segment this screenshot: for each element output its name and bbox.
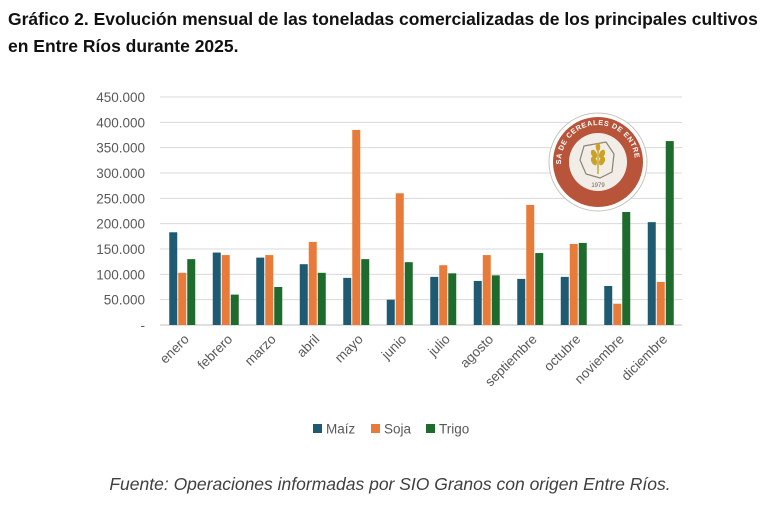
bar-maiz-enero [169,232,178,325]
bar-soja-octubre [569,243,578,325]
bar-soja-enero [178,272,187,325]
y-tick-label: 100.000 [96,267,145,282]
bar-trigo-enero [187,259,196,325]
bar-soja-febrero [221,255,230,325]
y-axis-ticks: - 50.000 100.000 150.000 200.000 250.000 300.0… [96,90,145,333]
bar-maiz-agosto [473,280,482,325]
y-tick-label: 400.000 [96,115,145,130]
bar-trigo-junio [404,262,413,325]
x-tick-label: junio [378,332,409,363]
legend-label: Soja [384,422,412,437]
bar-maiz-abril [299,264,308,325]
bar-soja-marzo [265,255,274,325]
x-tick-label: marzo [242,332,279,369]
x-axis-ticks: enero febrero marzo abril mayo junio julio agos… [157,332,671,390]
bar-trigo-agosto [491,275,500,325]
legend: Maíz Soja Trigo [313,422,469,437]
chart-title: Gráfico 2. Evolución mensual de las tone… [8,9,758,56]
bar-maiz-julio [430,276,439,325]
x-tick-label: mayo [332,332,366,366]
legend-swatch [313,424,322,433]
y-tick-label: 450.000 [96,90,145,105]
bar-soja-abril [308,241,317,325]
x-tick-label: abril [294,332,323,361]
bar-soja-noviembre [613,303,622,325]
bar-trigo-mayo [361,259,370,325]
logo-map-icon [579,141,615,179]
logo-year: 1979 [591,183,605,189]
bar-soja-diciembre [656,281,665,325]
y-tick-label: 250.000 [96,191,145,206]
x-tick-label: febrero [195,332,236,373]
bar-maiz-junio [386,299,395,325]
x-tick-label: diciembre [618,332,670,384]
bar-trigo-diciembre [665,141,674,325]
bar-trigo-abril [317,272,326,325]
bars [169,129,674,325]
y-tick-label: - [141,318,146,333]
bar-maiz-octubre [560,276,569,325]
bar-soja-mayo [352,129,361,325]
legend-label: Maíz [326,422,356,437]
bar-trigo-julio [448,273,457,325]
bar-soja-agosto [482,255,491,325]
bar-trigo-febrero [230,294,239,325]
bolsa-cereales-logo: BOLSA DE CEREALES DE ENTRE RÍOS 1979 [548,112,648,212]
x-tick-label: octubre [541,332,583,374]
legend-swatch [426,424,435,433]
bar-maiz-febrero [212,252,221,325]
bar-maiz-diciembre [647,222,656,325]
bar-maiz-septiembre [517,278,526,325]
legend-label: Trigo [439,422,469,437]
x-tick-label: enero [157,332,192,367]
legend-swatch [371,424,380,433]
x-tick-label: agosto [457,332,496,371]
y-tick-label: 300.000 [96,166,145,181]
bar-maiz-mayo [343,277,352,325]
bar-trigo-marzo [274,287,283,325]
bar-trigo-noviembre [622,212,631,325]
bar-trigo-octubre [578,242,587,325]
bar-maiz-marzo [256,257,265,325]
bar-soja-septiembre [526,204,535,325]
y-tick-label: 350.000 [96,141,145,156]
x-tick-label: julio [425,332,453,360]
bar-soja-junio [395,193,404,325]
y-tick-label: 50.000 [104,293,145,308]
wheat-icon [590,143,606,174]
bar-maiz-noviembre [604,285,613,325]
source-note: Fuente: Operaciones informadas por SIO G… [109,474,671,494]
bar-trigo-septiembre [535,253,544,325]
y-tick-label: 200.000 [96,217,145,232]
bar-soja-julio [439,265,448,325]
bar-chart: - 50.000 100.000 150.000 200.000 250.000 300.0… [96,90,682,437]
y-tick-label: 150.000 [96,242,145,257]
